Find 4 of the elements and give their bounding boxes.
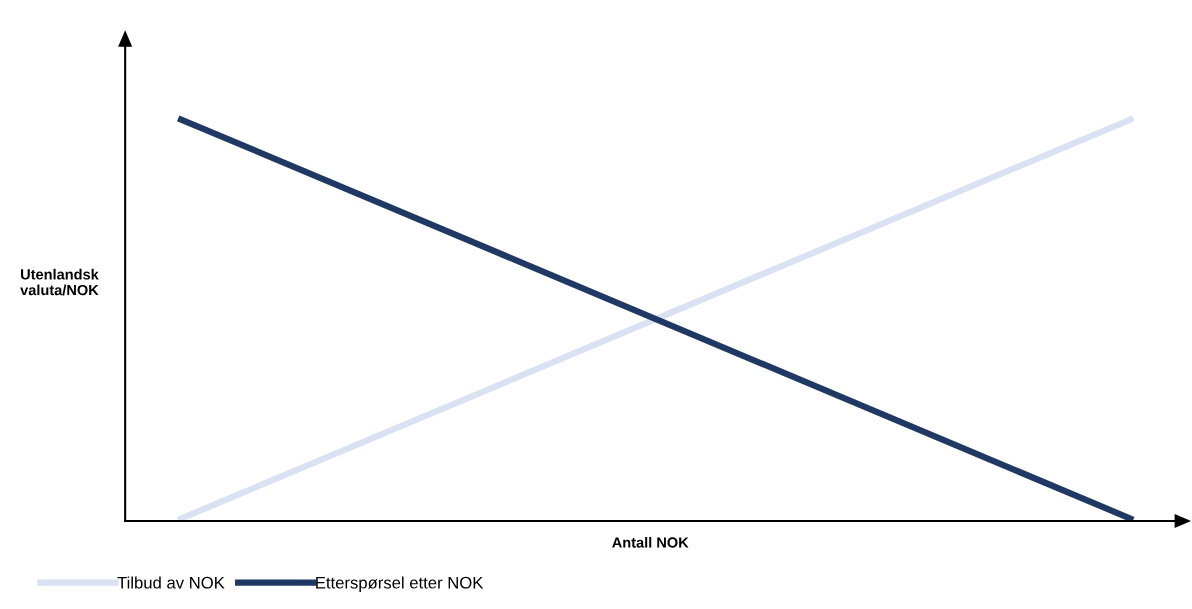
y-axis-title: Utenlandsk valuta/NOK — [20, 268, 99, 296]
legend-label: Etterspørsel etter NOK — [316, 576, 484, 592]
legend-label: Tilbud av NOK — [117, 576, 225, 589]
x-axis-title: Antall NOK — [612, 536, 689, 548]
